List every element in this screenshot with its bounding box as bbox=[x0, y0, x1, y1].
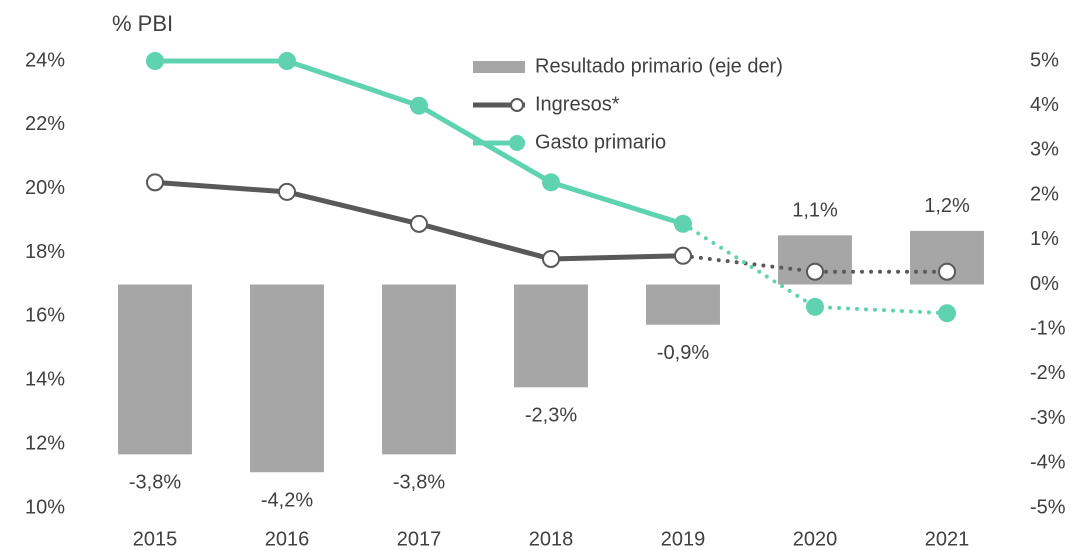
x-tick-label: 2016 bbox=[265, 528, 310, 550]
y-tick-label: 24% bbox=[25, 49, 65, 71]
y-tick-label: 22% bbox=[25, 113, 65, 135]
legend-label: Gasto primario bbox=[535, 131, 666, 153]
y-tick-label: 16% bbox=[25, 305, 65, 327]
marker bbox=[806, 297, 824, 316]
marker bbox=[410, 214, 428, 233]
legend-swatch bbox=[509, 135, 525, 151]
y2-tick-label: 3% bbox=[1030, 139, 1059, 161]
data-label: -0,9% bbox=[657, 342, 709, 364]
x-tick-label: 2019 bbox=[661, 528, 706, 550]
bar bbox=[118, 284, 192, 455]
marker bbox=[938, 304, 956, 323]
x-tick-label: 2017 bbox=[397, 528, 442, 550]
y-tick-label: 10% bbox=[25, 496, 65, 518]
y2-tick-label: -5% bbox=[1030, 496, 1066, 518]
marker bbox=[542, 249, 560, 268]
bar bbox=[250, 284, 324, 473]
y-tick-label: 20% bbox=[25, 177, 65, 199]
data-label: -2,3% bbox=[525, 405, 577, 427]
data-label: -4,2% bbox=[261, 490, 313, 512]
y-axis-label: % PBI bbox=[112, 11, 173, 36]
marker bbox=[146, 52, 164, 70]
marker bbox=[938, 262, 956, 281]
marker bbox=[278, 182, 296, 201]
y2-tick-label: 2% bbox=[1030, 183, 1059, 205]
x-tick-label: 2021 bbox=[925, 528, 970, 550]
data-label: -3,8% bbox=[393, 472, 445, 494]
x-tick-label: 2015 bbox=[133, 528, 178, 550]
legend-swatch bbox=[510, 98, 524, 112]
bar bbox=[382, 284, 456, 455]
marker bbox=[542, 173, 560, 192]
data-label: -3,8% bbox=[129, 472, 181, 494]
y2-tick-label: 0% bbox=[1030, 273, 1059, 295]
y2-tick-label: 4% bbox=[1030, 94, 1059, 116]
marker bbox=[674, 246, 692, 265]
marker bbox=[278, 52, 296, 70]
bar bbox=[514, 284, 588, 388]
marker bbox=[674, 214, 692, 233]
y2-tick-label: -2% bbox=[1030, 362, 1066, 384]
bar bbox=[646, 284, 720, 325]
legend-swatch bbox=[473, 61, 525, 73]
y2-tick-label: 5% bbox=[1030, 49, 1059, 71]
y2-tick-label: 1% bbox=[1030, 228, 1059, 250]
legend-label: Resultado primario (eje der) bbox=[535, 55, 783, 77]
marker bbox=[410, 96, 428, 115]
y2-tick-label: -3% bbox=[1030, 407, 1066, 429]
x-tick-label: 2018 bbox=[529, 528, 574, 550]
marker bbox=[146, 173, 164, 192]
y2-tick-label: -1% bbox=[1030, 317, 1066, 339]
legend-label: Ingresos* bbox=[535, 93, 620, 115]
projected-line bbox=[681, 253, 949, 274]
data-label: 1,2% bbox=[924, 195, 970, 217]
y2-tick-label: -4% bbox=[1030, 452, 1066, 474]
projected-line bbox=[681, 221, 949, 316]
y-tick-label: 14% bbox=[25, 369, 65, 391]
y-tick-label: 12% bbox=[25, 432, 65, 454]
data-label: 1,1% bbox=[792, 200, 838, 222]
marker bbox=[806, 262, 824, 281]
x-tick-label: 2020 bbox=[793, 528, 838, 550]
y-tick-label: 18% bbox=[25, 241, 65, 263]
